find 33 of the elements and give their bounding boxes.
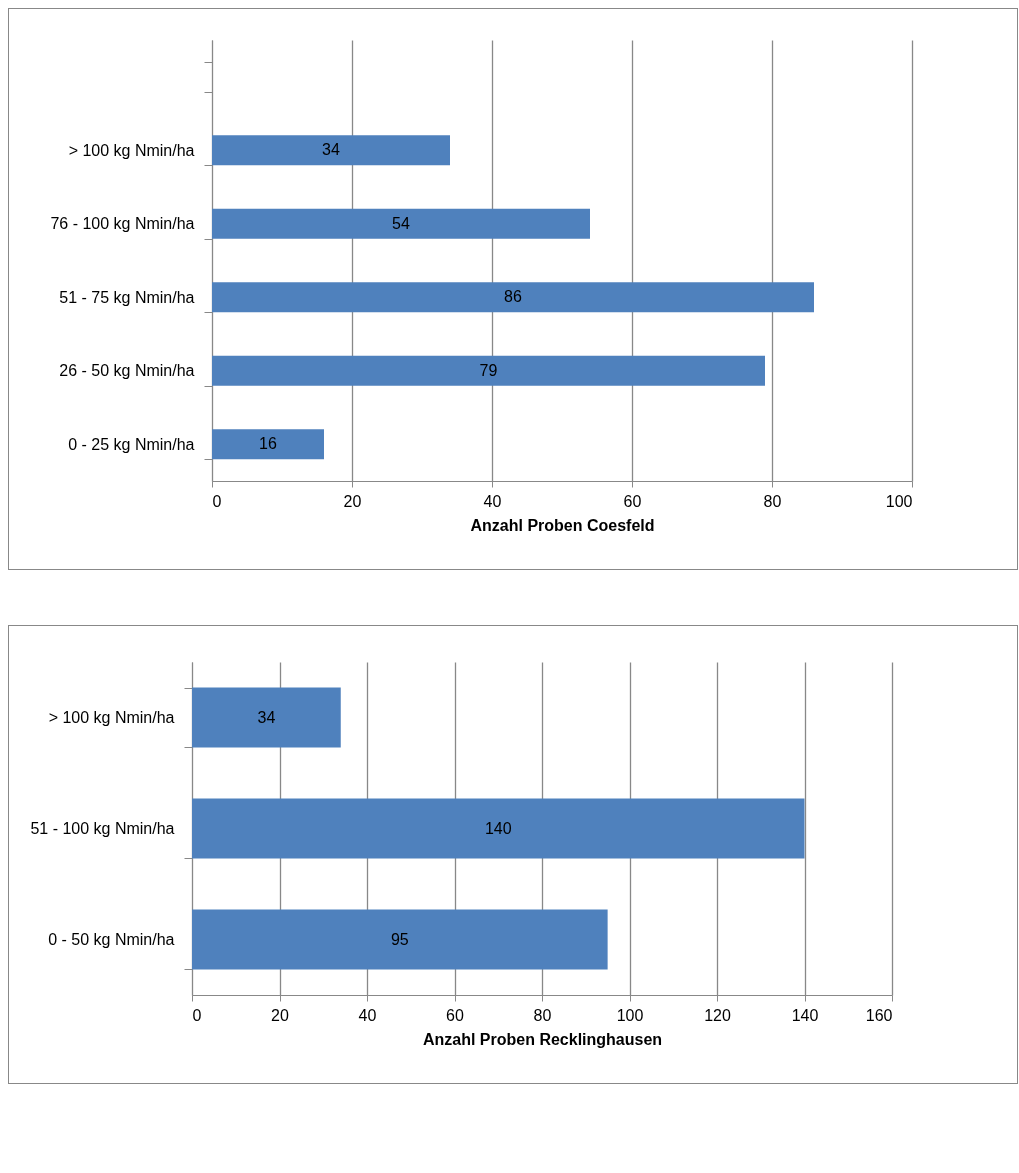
x-tick-label: 20 bbox=[271, 1006, 289, 1024]
y-tick-label: 26 - 50 kg Nmin/ha bbox=[59, 362, 195, 380]
x-tick-label: 60 bbox=[623, 492, 642, 510]
x-tick-label: 120 bbox=[704, 1006, 731, 1024]
data-label: 86 bbox=[504, 288, 522, 306]
x-tick-label: 40 bbox=[483, 492, 502, 510]
x-tick-label: 160 bbox=[865, 1006, 893, 1024]
x-tick-label: 20 bbox=[343, 492, 362, 510]
x-tick-label: 0 bbox=[212, 492, 222, 510]
data-label: 54 bbox=[392, 214, 410, 232]
data-label: 140 bbox=[484, 819, 512, 837]
y-tick-label: 51 - 100 kg Nmin/ha bbox=[30, 820, 175, 837]
x-tick-label: 60 bbox=[446, 1006, 464, 1024]
x-axis-title: Anzahl Proben Coesfeld bbox=[470, 516, 655, 534]
x-tick-label: 140 bbox=[791, 1006, 819, 1024]
x-tick-label: 0 bbox=[192, 1006, 202, 1024]
y-tick-label: 51 - 75 kg Nmin/ha bbox=[59, 288, 195, 306]
data-label: 34 bbox=[257, 708, 276, 726]
y-tick-label: > 100 kg Nmin/ha bbox=[68, 141, 195, 159]
data-label: 34 bbox=[322, 141, 340, 159]
x-tick-label: 40 bbox=[358, 1006, 377, 1024]
y-tick-label: 0 - 25 kg Nmin/ha bbox=[68, 435, 195, 453]
y-tick-label: 76 - 100 kg Nmin/ha bbox=[50, 215, 195, 233]
y-tick-label: 0 - 50 kg Nmin/ha bbox=[48, 931, 175, 948]
x-tick-label: 80 bbox=[533, 1006, 552, 1024]
data-label: 16 bbox=[259, 435, 277, 453]
x-tick-label: 100 bbox=[885, 492, 913, 510]
x-tick-label: 100 bbox=[616, 1006, 644, 1024]
data-label: 79 bbox=[479, 361, 498, 379]
y-tick-label: > 100 kg Nmin/ha bbox=[48, 709, 175, 726]
data-label: 95 bbox=[390, 930, 409, 948]
x-tick-label: 80 bbox=[763, 492, 782, 510]
x-axis-title: Anzahl Proben Recklinghausen bbox=[422, 1030, 663, 1048]
